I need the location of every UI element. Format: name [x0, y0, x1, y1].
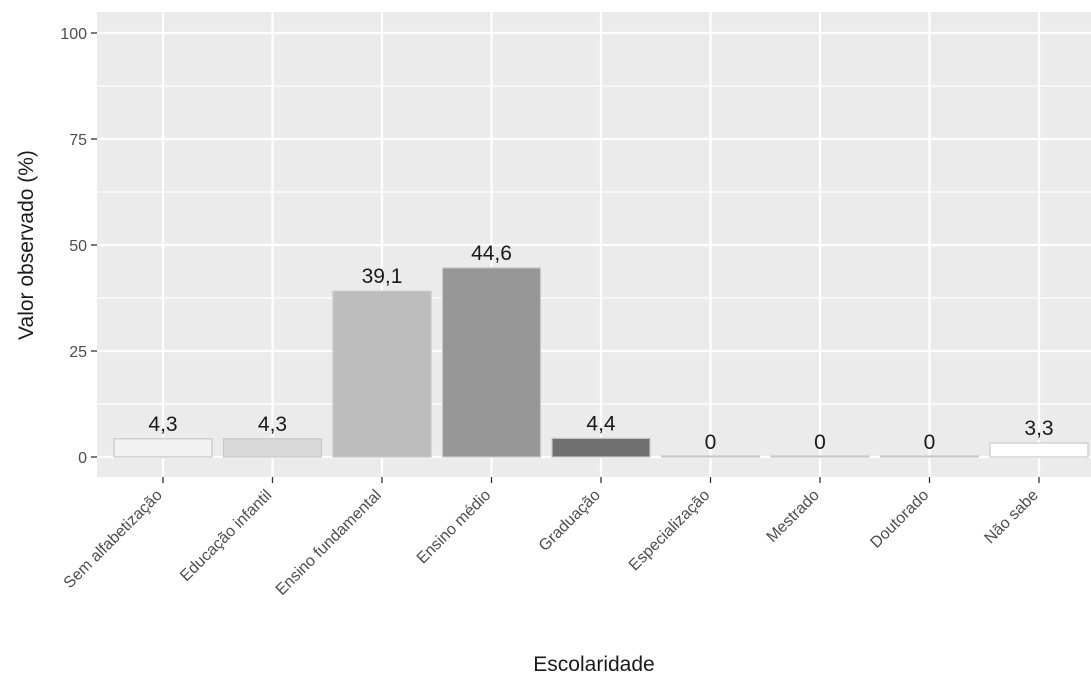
data-label: 0	[705, 431, 717, 454]
bar	[222, 438, 323, 458]
x-tick-label: Especialização	[626, 487, 714, 575]
x-tick-label: Educação infantil	[177, 487, 275, 585]
bar	[551, 437, 651, 458]
y-tick-label: 0	[78, 450, 87, 467]
x-tick-label: Não sabe	[981, 487, 1042, 548]
y-tick-label: 75	[69, 132, 87, 149]
x-axis: Sem alfabetização Educação infantilEnsino…	[61, 477, 1042, 599]
bar	[770, 455, 870, 458]
data-labels: 4,3 4,3 39,1 44,6 4,4 0 0 0 3,3	[148, 242, 1053, 454]
bar	[879, 455, 980, 458]
data-label: 4,3	[258, 413, 287, 436]
bar	[332, 290, 432, 458]
grid-lines	[97, 12, 1091, 477]
bar	[441, 267, 542, 458]
x-tick-label: Graduação	[536, 487, 604, 555]
data-label: 44,6	[471, 242, 512, 265]
y-axis: 0 25 50 75 100	[60, 26, 97, 467]
data-label: 0	[924, 431, 936, 454]
data-label: 0	[814, 431, 826, 454]
bars	[113, 267, 1089, 458]
bar	[660, 455, 761, 458]
data-label: 3,3	[1024, 417, 1053, 440]
y-tick-label: 50	[69, 238, 87, 255]
bar	[989, 442, 1089, 458]
x-tick-label: Ensino médio	[414, 487, 495, 568]
x-tick-label: Ensino fundamental	[273, 487, 385, 599]
x-tick-label: Doutorado	[867, 487, 932, 552]
y-tick-label: 100	[60, 26, 87, 43]
data-label: 4,3	[148, 413, 177, 436]
data-label: 39,1	[362, 265, 403, 288]
bar	[113, 438, 213, 458]
y-axis-title: Valor observado (%)	[15, 150, 38, 340]
y-tick-label: 25	[69, 344, 87, 361]
x-tick-label: Mestrado	[764, 487, 823, 546]
x-tick-label: Sem alfabetização	[61, 487, 166, 592]
x-axis-title: Escolaridade	[533, 653, 654, 676]
data-label: 4,4	[586, 412, 616, 435]
